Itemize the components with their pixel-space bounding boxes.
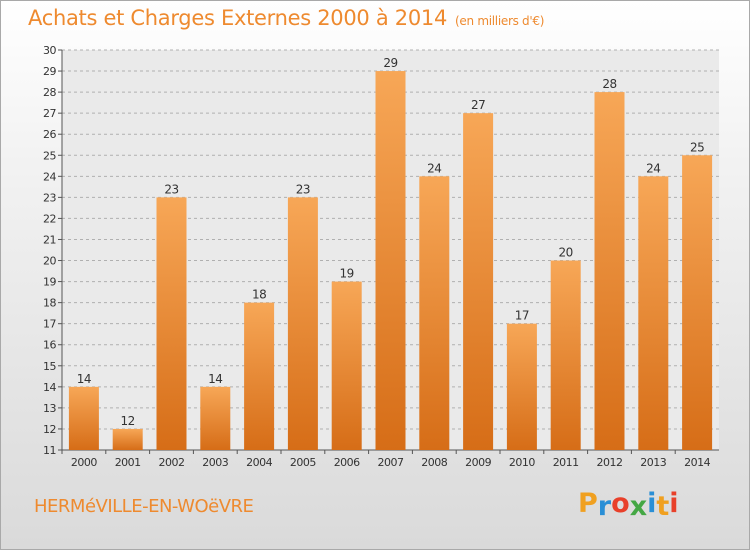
x-tick-label: 2014 [684,456,710,469]
y-tick-label: 20 [43,255,56,268]
y-tick-label: 17 [43,318,56,331]
bar-value-label: 28 [602,77,616,91]
commune-name: HERMéVILLE-EN-WOëVRE [34,496,254,517]
x-tick-label: 2011 [553,456,579,469]
bar [550,260,581,450]
x-tick-label: 2010 [509,456,535,469]
bar-value-label: 23 [296,182,310,196]
bar [419,176,450,450]
x-tick-label: 2005 [290,456,316,469]
bar [375,71,406,450]
bar [68,386,99,450]
chart-title: Achats et Charges Externes 2000 à 2014 (e… [28,6,544,30]
y-tick-label: 18 [43,297,56,310]
x-tick-label: 2013 [640,456,666,469]
y-tick-label: 26 [43,128,56,141]
bar [506,323,537,450]
y-tick-label: 19 [43,276,56,289]
bar-value-label: 18 [252,288,266,302]
bar-value-label: 24 [646,161,660,175]
y-tick-label: 23 [43,191,56,204]
y-tick-label: 14 [43,381,56,394]
y-tick-label: 27 [43,107,56,120]
y-tick-label: 25 [43,149,56,162]
bar-value-label: 20 [559,246,573,260]
x-tick-label: 2012 [597,456,623,469]
y-tick-label: 12 [43,423,56,436]
y-tick-label: 15 [43,360,56,373]
bar-value-label: 23 [164,182,178,196]
logo-letter: P [578,488,598,519]
logo-letter: r [597,491,612,522]
chart-subtitle: (en milliers d'€) [455,14,545,28]
x-tick-label: 2006 [334,456,360,469]
proxiti-logo: Proxiti [578,488,679,522]
logo-letter: t [656,491,670,522]
y-tick-label: 11 [43,444,56,457]
bar [156,197,187,450]
logo-letter: i [647,488,657,519]
bar [112,428,143,450]
y-tick-label: 30 [43,44,56,57]
y-tick-label: 22 [43,212,56,225]
bar [638,176,669,450]
bar [594,92,625,451]
bar-value-label: 14 [77,372,91,386]
x-tick-label: 2001 [115,456,141,469]
logo-letter: i [669,488,679,519]
y-tick-label: 28 [43,86,56,99]
x-tick-label: 2003 [202,456,228,469]
bar [682,155,713,450]
bar-value-label: 12 [121,414,135,428]
x-tick-label: 2007 [378,456,404,469]
y-tick-label: 16 [43,339,56,352]
y-tick-label: 13 [43,402,56,415]
bar [463,113,494,450]
x-tick-label: 2000 [71,456,97,469]
bar-value-label: 24 [427,161,441,175]
bar [200,386,231,450]
bar [287,197,318,450]
bar-value-label: 25 [690,140,704,154]
x-tick-label: 2008 [421,456,447,469]
bar [244,302,275,450]
x-tick-label: 2002 [159,456,185,469]
bar-value-label: 14 [208,372,222,386]
x-tick-label: 2009 [465,456,491,469]
bar-value-label: 19 [340,267,354,281]
y-tick-label: 21 [43,233,56,246]
bar-value-label: 27 [471,98,485,112]
x-tick-label: 2004 [246,456,272,469]
y-tick-label: 29 [43,65,56,78]
logo-letter: o [611,488,630,519]
logo-letter: x [629,491,648,522]
bar-value-label: 29 [383,56,397,70]
bar [331,281,362,450]
chart-title-text: Achats et Charges Externes 2000 à 2014 [28,6,448,30]
y-tick-label: 24 [43,170,56,183]
bar-value-label: 17 [515,309,529,323]
